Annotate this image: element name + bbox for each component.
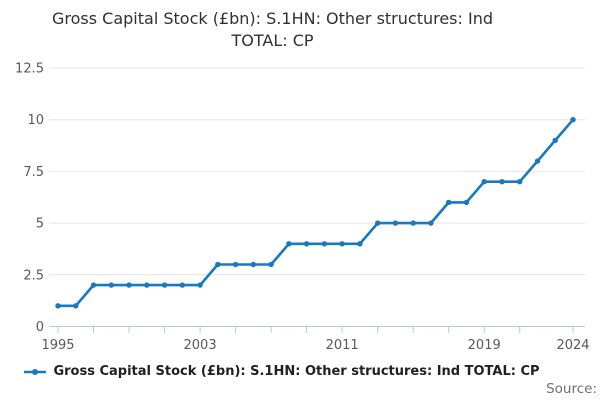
data-point[interactable] [446,199,452,206]
x-tick-label: 1995 [41,338,74,353]
legend: Gross Capital Stock (£bn): S.1HN: Other … [0,364,564,379]
chart-title-line-2: TOTAL: CP [231,31,314,50]
data-point[interactable] [268,261,274,268]
x-tick-label: 2019 [468,338,501,353]
data-point[interactable] [499,179,505,185]
x-tick-label: 2024 [556,338,589,353]
data-point[interactable] [73,303,79,309]
series-line [56,118,575,308]
y-tick-label: 0 [36,320,44,335]
data-point[interactable] [250,261,256,268]
data-point[interactable] [392,220,399,226]
data-point[interactable] [144,282,150,288]
data-point[interactable] [108,282,115,288]
chart-title: Gross Capital Stock (£bn): S.1HN: Other … [0,8,545,52]
data-point[interactable] [126,282,132,288]
x-axis-labels: 1995 2003 2011 2019 2024 [41,338,589,353]
data-point[interactable] [375,220,381,226]
data-point[interactable] [552,137,558,144]
data-point[interactable] [570,117,576,123]
legend-line-icon[interactable] [24,367,47,377]
data-point[interactable] [463,199,470,206]
data-point[interactable] [481,179,487,185]
data-point[interactable] [357,241,363,247]
data-point[interactable] [410,220,416,226]
data-point[interactable] [161,282,168,288]
data-point[interactable] [215,261,221,268]
data-point[interactable] [232,261,239,268]
data-point[interactable] [303,241,310,247]
y-tick-label: 10 [27,113,44,128]
data-point[interactable] [90,282,97,288]
data-point[interactable] [321,241,328,247]
data-point[interactable] [428,220,434,226]
chart-title-line-1: Gross Capital Stock (£bn): S.1HN: Other … [51,9,493,28]
data-point[interactable] [517,179,523,185]
data-point[interactable] [197,282,203,288]
data-point[interactable] [534,158,541,164]
y-tick-label: 7.5 [23,165,44,180]
gridlines [49,67,585,276]
data-point[interactable] [55,303,61,309]
series-path [56,118,575,308]
y-tick-label: 5 [36,217,44,232]
x-tick-label: 2003 [184,338,217,353]
series-markers [55,117,576,309]
y-axis-labels: 0 2.5 5 7.5 10 12.5 [15,62,44,336]
data-point[interactable] [339,241,345,247]
data-point[interactable] [286,241,292,247]
data-point[interactable] [179,282,185,288]
y-tick-label: 2.5 [23,268,44,283]
legend-item-label[interactable]: Gross Capital Stock (£bn): S.1HN: Other … [53,364,540,379]
source-label: Source: [546,381,597,397]
x-tick-label: 2011 [326,338,359,353]
x-axis [49,326,585,333]
y-tick-label: 12.5 [15,62,44,77]
